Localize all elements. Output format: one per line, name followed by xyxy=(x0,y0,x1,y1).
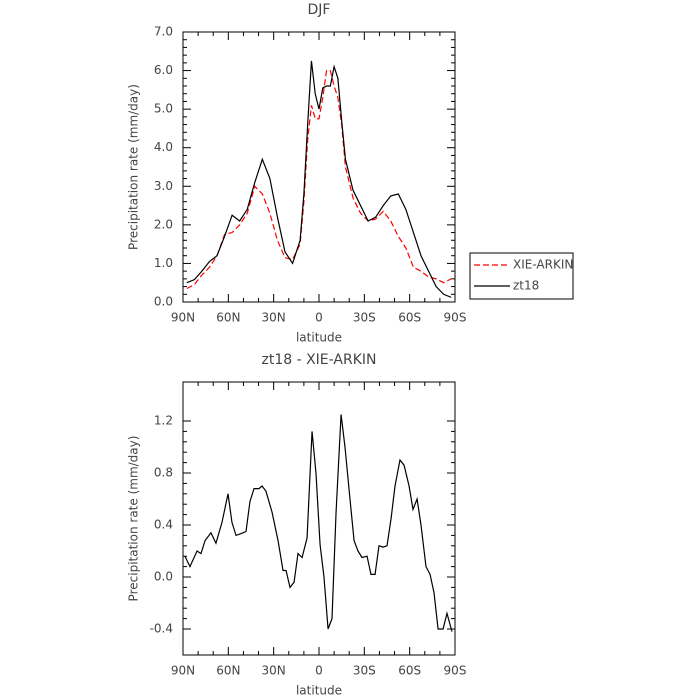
x-tick-label: 60N xyxy=(216,311,240,325)
x-tick-label: 0 xyxy=(315,664,323,678)
x-tick-label: 90S xyxy=(444,664,467,678)
legend-label: zt18 xyxy=(513,279,539,293)
x-tick-label: 90S xyxy=(444,311,467,325)
x-tick-label: 90N xyxy=(171,664,195,678)
legend-box xyxy=(469,252,574,300)
y-axis-label: Precipitation rate (mm/day) xyxy=(127,436,141,602)
x-tick-label: 30S xyxy=(353,311,376,325)
x-tick-label: 60N xyxy=(216,664,240,678)
y-tick-label: 0.8 xyxy=(154,466,173,480)
x-axis-label: latitude xyxy=(296,331,342,345)
chart-title: zt18 - XIE-ARKIN xyxy=(261,352,376,368)
data-line xyxy=(186,60,452,298)
y-axis-label: Precipitation rate (mm/day) xyxy=(127,84,141,250)
x-tick-label: 0 xyxy=(315,311,323,325)
data-line xyxy=(186,69,452,290)
y-tick-label: 2.0 xyxy=(154,217,173,231)
y-tick-label: 7.0 xyxy=(154,25,173,39)
y-tick-label: 0.0 xyxy=(154,295,173,309)
data-line xyxy=(184,414,453,632)
y-tick-label: -0.4 xyxy=(150,622,173,636)
y-tick-label: 0.0 xyxy=(154,570,173,584)
x-tick-label: 60S xyxy=(398,664,421,678)
legend-label: XIE-ARKIN xyxy=(513,258,573,272)
x-tick-label: 30N xyxy=(262,664,286,678)
plot-frame xyxy=(182,31,456,303)
x-tick-label: 60S xyxy=(398,311,421,325)
chart-title: DJF xyxy=(308,2,331,18)
y-tick-label: 4.0 xyxy=(154,140,173,154)
x-tick-label: 30S xyxy=(353,664,376,678)
y-tick-label: 3.0 xyxy=(154,179,173,193)
x-tick-label: 30N xyxy=(262,311,286,325)
y-tick-label: 5.0 xyxy=(154,102,173,116)
y-tick-label: 1.0 xyxy=(154,256,173,270)
y-tick-label: 0.4 xyxy=(154,518,173,532)
y-tick-label: 1.2 xyxy=(154,414,173,428)
x-axis-label: latitude xyxy=(296,684,342,698)
x-tick-label: 90N xyxy=(171,311,195,325)
y-tick-label: 6.0 xyxy=(154,63,173,77)
